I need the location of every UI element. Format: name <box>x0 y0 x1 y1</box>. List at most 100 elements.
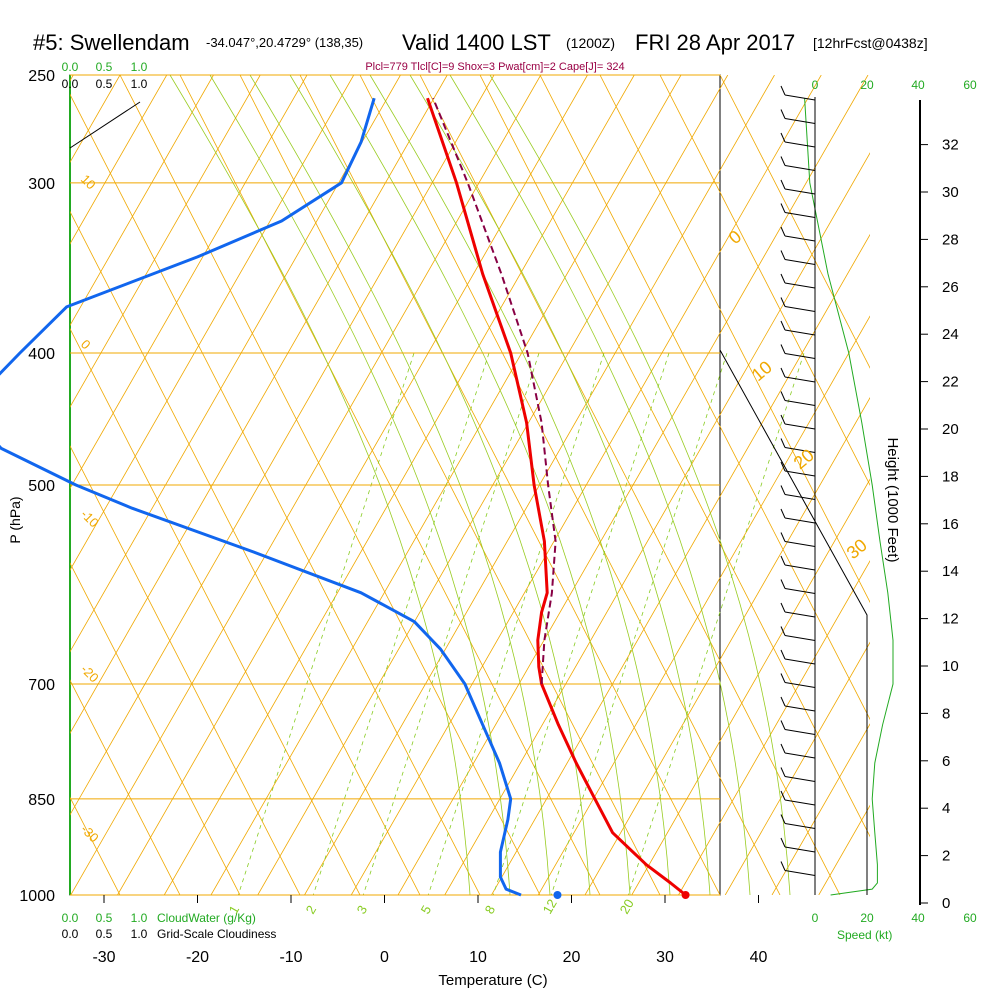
wind-barb <box>784 447 816 453</box>
speed-tick-label: 0 <box>812 78 819 92</box>
wind-barb-flag <box>780 203 786 213</box>
y-axis-title: P (hPa) <box>7 496 23 543</box>
speed-tick-label: 0 <box>812 911 819 925</box>
wind-barb-flag <box>780 767 786 777</box>
wind-barb <box>784 799 816 806</box>
adiabat-label: 30 <box>843 535 871 563</box>
mixing-ratio-label: 20 <box>617 896 637 916</box>
wind-barb <box>784 776 816 782</box>
cloudiness-tick-label: 0.0 <box>62 927 79 941</box>
height-tick-label: 16 <box>942 516 959 533</box>
pressure-tick-label: 850 <box>28 792 55 809</box>
wind-barb-flag <box>780 156 786 166</box>
zulu-time: (1200Z) <box>566 35 615 51</box>
height-tick-label: 20 <box>942 421 959 438</box>
valid-time: Valid 1400 LST <box>402 30 551 55</box>
wind-barb-flag <box>780 508 786 519</box>
wind-barb <box>784 329 816 336</box>
isotherm-label: 10 <box>78 172 99 193</box>
isotherm-label: 0 <box>78 337 94 353</box>
mixing-ratio-line <box>237 349 416 895</box>
height-tick-label: 8 <box>942 705 950 722</box>
cloudwater-tick-label: 0.0 <box>62 60 79 74</box>
height-tick-label: 2 <box>942 848 950 865</box>
cloudwater-label: CloudWater (g/Kg) <box>157 911 256 925</box>
wind-barb-flag <box>780 461 786 472</box>
speed-tick-label: 20 <box>860 911 874 925</box>
wind-barb-flag <box>780 720 786 730</box>
pressure-tick-label: 1000 <box>19 888 55 905</box>
isotherm-line <box>724 641 870 895</box>
mixing-ratio-label: 2 <box>303 903 320 917</box>
mixing-ratio-label: 5 <box>418 903 435 917</box>
wind-barb-flag <box>780 837 786 848</box>
wind-barb-flag <box>780 109 786 119</box>
adiabat-line <box>719 75 870 369</box>
forecast-label: [12hrFcst@0438z] <box>813 35 928 51</box>
cloudiness-tick-label: 0.5 <box>96 927 113 941</box>
wind-barb-flag <box>780 344 786 354</box>
x-axis-title: Temperature (C) <box>438 972 547 989</box>
height-tick-label: 18 <box>942 468 959 485</box>
wind-barb <box>784 306 816 312</box>
adiabat-line <box>539 75 870 721</box>
surface-dewpoint-marker <box>553 891 562 899</box>
wind-barb-flag <box>780 320 786 331</box>
cloudiness-label: Grid-Scale Cloudiness <box>157 927 276 941</box>
x-tick-label: 40 <box>750 949 768 966</box>
wind-barb <box>784 470 816 477</box>
wind-barb <box>784 423 816 430</box>
wind-barb <box>784 282 816 289</box>
model-top-boundary <box>719 349 868 895</box>
wind-barb-flag <box>780 179 786 190</box>
wind-barb <box>784 682 816 688</box>
wind-barb-flag <box>780 626 786 636</box>
pressure-tick-label: 250 <box>28 68 55 85</box>
wind-barb-flag <box>780 555 786 566</box>
speed-tick-label: 20 <box>860 78 874 92</box>
wind-barb-flag <box>780 532 786 542</box>
wind-barb <box>784 541 816 547</box>
x-tick-label: -20 <box>186 949 209 966</box>
station-title: #5: Swellendam <box>33 30 190 55</box>
height-tick-label: 32 <box>942 137 959 154</box>
cloudwater-tick-label: 1.0 <box>131 911 148 925</box>
mixing-ratio-line <box>627 349 806 895</box>
wind-barb-flag <box>780 297 786 307</box>
wind-barb-flag <box>780 814 786 824</box>
wind-barb <box>784 588 816 594</box>
mixing-ratio-line <box>312 349 491 895</box>
wind-barb <box>784 846 816 853</box>
mixing-ratio-line <box>427 349 606 895</box>
wind-barb <box>784 353 816 359</box>
isotherm-line <box>584 396 870 895</box>
height-tick-label: 30 <box>942 184 959 201</box>
wind-barb-flag <box>780 579 786 589</box>
adiabat-line <box>70 562 241 895</box>
isotherm-line <box>537 315 870 895</box>
x-tick-label: -10 <box>279 949 302 966</box>
mixing-ratio-line <box>492 349 671 895</box>
wind-barb-flag <box>780 414 786 425</box>
height-tick-label: 14 <box>942 563 959 580</box>
wind-barb <box>784 165 816 171</box>
wind-barb-flag <box>780 602 786 613</box>
sounding-curves <box>0 97 894 899</box>
wind-speed-profile <box>804 98 894 896</box>
height-tick-label: 12 <box>942 611 959 628</box>
isotherm-label: -30 <box>78 822 102 846</box>
surface-temperature-marker <box>681 891 690 899</box>
wind-barb-flag <box>780 132 786 143</box>
cloudwater-tick-label: 1.0 <box>131 60 148 74</box>
wind-barb <box>784 118 816 124</box>
wind-barb <box>784 752 816 759</box>
height-tick-label: 6 <box>942 753 950 770</box>
x-tick-label: -30 <box>92 949 115 966</box>
isotherm-label: -10 <box>78 507 102 531</box>
wind-barb-flag <box>780 649 786 660</box>
wind-barb <box>784 494 816 500</box>
wind-barb <box>784 235 816 242</box>
cloudwater-tick-label: 0.5 <box>96 60 113 74</box>
cloudiness-tick-label: 1.0 <box>131 77 148 91</box>
isotherm-line <box>0 75 27 895</box>
